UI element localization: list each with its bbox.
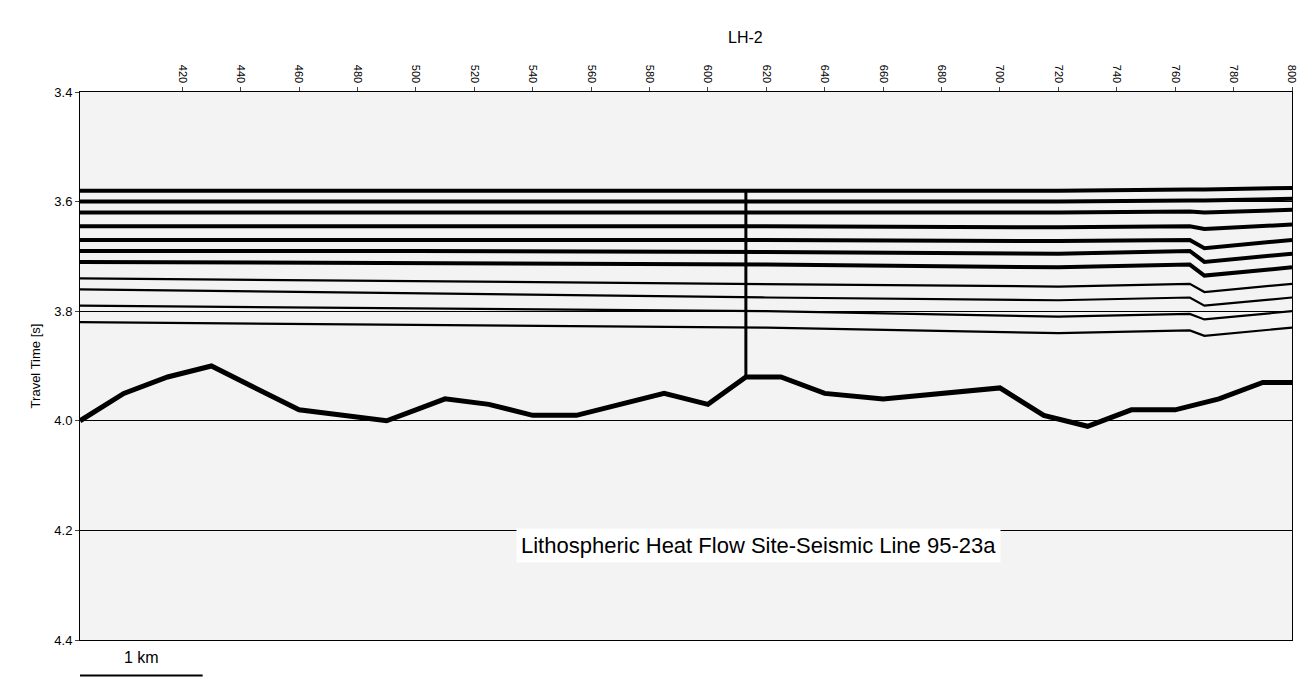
svg-text:4.0: 4.0 (54, 413, 72, 428)
svg-text:460: 460 (293, 65, 305, 83)
svg-text:600: 600 (702, 65, 714, 83)
svg-text:3.4: 3.4 (54, 85, 72, 100)
svg-text:780: 780 (1228, 65, 1240, 83)
svg-text:420: 420 (177, 65, 189, 83)
svg-text:680: 680 (936, 65, 948, 83)
svg-text:540: 540 (527, 65, 539, 83)
svg-text:Lithospheric Heat Flow Site-Se: Lithospheric Heat Flow Site-Seismic Line… (521, 533, 996, 558)
svg-text:720: 720 (1053, 65, 1065, 83)
svg-text:760: 760 (1170, 65, 1182, 83)
svg-text:560: 560 (586, 65, 598, 83)
svg-text:620: 620 (761, 65, 773, 83)
svg-text:LH-2: LH-2 (728, 29, 763, 46)
svg-text:800: 800 (1286, 65, 1298, 83)
svg-text:700: 700 (994, 65, 1006, 83)
svg-text:4.2: 4.2 (54, 523, 72, 538)
svg-text:4.4: 4.4 (54, 633, 72, 648)
svg-text:520: 520 (469, 65, 481, 83)
svg-text:1 km: 1 km (124, 649, 159, 666)
svg-text:440: 440 (235, 65, 247, 83)
svg-text:3.6: 3.6 (54, 194, 72, 209)
svg-text:3.8: 3.8 (54, 304, 72, 319)
svg-text:480: 480 (352, 65, 364, 83)
svg-text:640: 640 (819, 65, 831, 83)
svg-text:660: 660 (878, 65, 890, 83)
svg-text:500: 500 (410, 65, 422, 83)
svg-text:Travel Time [s]: Travel Time [s] (28, 324, 43, 409)
svg-text:740: 740 (1111, 65, 1123, 83)
svg-text:580: 580 (644, 65, 656, 83)
